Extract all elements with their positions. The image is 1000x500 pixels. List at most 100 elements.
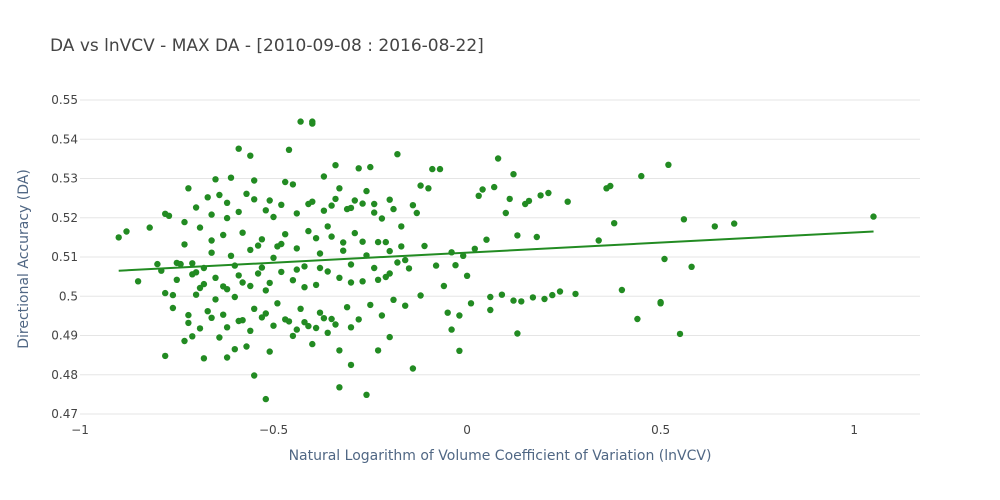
- x-tick-label: −1: [71, 423, 89, 437]
- y-tick-label: 0.53: [51, 172, 78, 186]
- data-point: [251, 196, 258, 203]
- data-point: [444, 309, 451, 316]
- data-point: [293, 266, 300, 273]
- data-point: [367, 301, 374, 309]
- y-tick-label: 0.51: [51, 250, 78, 264]
- data-point: [189, 260, 196, 267]
- data-point: [239, 279, 246, 286]
- data-point: [347, 204, 355, 212]
- data-point: [572, 290, 579, 298]
- data-point: [324, 223, 331, 230]
- data-point: [514, 330, 521, 337]
- data-point: [494, 155, 502, 162]
- data-point: [363, 187, 370, 195]
- y-axis-title: Directional Accuracy (DA): [16, 169, 32, 349]
- data-point: [258, 236, 266, 243]
- data-point: [278, 201, 285, 208]
- data-point: [266, 197, 273, 204]
- y-tick-label: 0.55: [51, 93, 78, 107]
- y-tick-label: 0.48: [51, 368, 78, 382]
- data-point: [220, 231, 227, 239]
- data-point: [336, 274, 343, 281]
- data-point: [196, 325, 204, 332]
- data-point: [134, 278, 142, 285]
- data-point: [429, 165, 436, 173]
- data-point: [537, 192, 544, 199]
- data-point: [204, 308, 211, 315]
- data-point: [223, 214, 231, 222]
- x-axis-title: Natural Logarithm of Volume Coefficient …: [289, 448, 712, 464]
- data-point: [340, 247, 347, 254]
- data-point: [223, 354, 231, 361]
- data-point: [487, 306, 494, 314]
- data-point: [502, 209, 509, 217]
- data-point: [556, 288, 564, 295]
- data-point: [347, 279, 355, 286]
- data-point: [409, 202, 417, 209]
- data-point: [196, 284, 204, 292]
- data-point: [471, 245, 478, 252]
- data-point: [347, 361, 355, 369]
- data-point: [320, 173, 328, 180]
- data-point: [510, 171, 517, 178]
- data-point: [258, 264, 266, 271]
- y-tick-label: 0.49: [51, 329, 78, 343]
- data-point: [169, 291, 177, 299]
- y-tick-label: 0.47: [51, 407, 78, 421]
- data-point: [251, 372, 258, 379]
- data-point: [456, 347, 463, 354]
- data-point: [355, 165, 362, 172]
- data-point: [293, 326, 300, 333]
- data-point: [611, 220, 618, 227]
- data-point: [216, 334, 223, 341]
- data-point: [378, 312, 386, 319]
- data-point: [270, 322, 277, 329]
- data-point: [514, 232, 521, 239]
- data-point: [181, 337, 188, 345]
- data-point: [402, 302, 409, 309]
- data-point: [374, 347, 382, 354]
- data-point: [483, 236, 490, 243]
- data-point: [328, 315, 335, 323]
- data-point: [223, 286, 231, 293]
- data-point: [185, 311, 192, 319]
- data-point: [371, 264, 378, 272]
- data-point: [316, 264, 324, 272]
- data-point: [220, 311, 227, 318]
- data-point: [545, 189, 552, 197]
- data-point: [297, 118, 304, 125]
- data-point: [711, 223, 718, 230]
- data-point: [301, 319, 308, 326]
- data-point: [223, 199, 231, 206]
- data-point: [289, 277, 297, 284]
- data-point: [270, 254, 277, 261]
- data-point: [676, 330, 684, 338]
- data-point: [367, 163, 374, 171]
- data-points: [115, 118, 877, 403]
- data-point: [378, 215, 386, 222]
- data-point: [235, 208, 242, 216]
- x-tick-label: −0.5: [259, 423, 288, 437]
- data-point: [359, 200, 366, 207]
- data-point: [390, 205, 397, 213]
- data-point: [564, 198, 571, 205]
- data-point: [254, 242, 262, 249]
- data-point: [165, 212, 173, 219]
- data-point: [347, 324, 355, 331]
- data-point: [371, 200, 378, 208]
- data-point: [185, 319, 192, 327]
- data-point: [498, 291, 506, 298]
- data-point: [185, 185, 192, 192]
- data-point: [402, 256, 409, 264]
- data-point: [189, 271, 196, 278]
- data-point: [312, 281, 320, 289]
- data-point: [223, 324, 231, 331]
- data-point: [336, 185, 343, 192]
- data-point: [374, 276, 382, 283]
- data-point: [262, 287, 269, 294]
- data-point: [506, 195, 513, 203]
- data-point: [359, 238, 366, 245]
- data-point: [204, 194, 211, 201]
- data-point: [351, 197, 358, 204]
